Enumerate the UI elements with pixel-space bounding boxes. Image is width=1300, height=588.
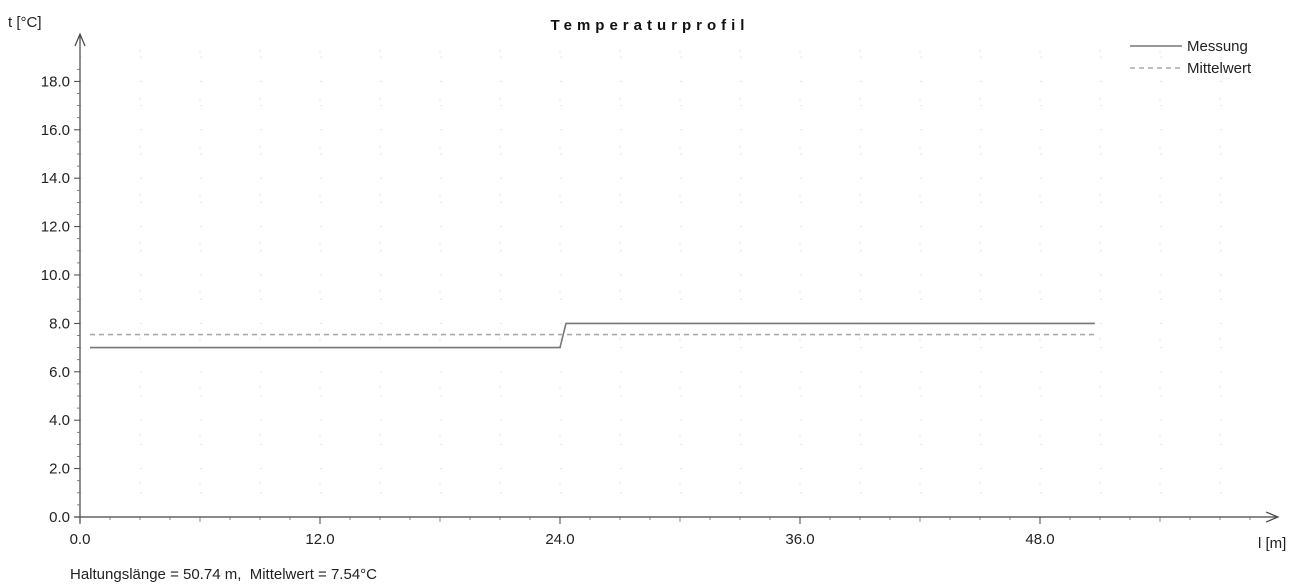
y-tick-label: 8.0 <box>49 315 70 332</box>
y-axis-arrow <box>74 32 86 47</box>
y-tick-label: 10.0 <box>41 267 70 284</box>
legend-label-mittelwert: Mittelwert <box>1187 60 1252 77</box>
chart-series <box>90 322 1095 349</box>
x-tick-label: 12.0 <box>305 531 334 548</box>
chart-title: Temperaturprofil <box>551 17 750 34</box>
y-tick-label: 0.0 <box>49 509 70 526</box>
x-tick-label: 0.0 <box>70 531 91 548</box>
y-tick-label: 12.0 <box>41 219 70 236</box>
x-tick-label: 48.0 <box>1025 531 1054 548</box>
chart-footer-summary: Haltungslänge = 50.74 m, Mittelwert = 7.… <box>70 566 377 583</box>
y-tick-label: 4.0 <box>49 412 70 429</box>
x-axis-arrow <box>1265 511 1280 523</box>
chart-ticks: 0.0 2.0 4.0 6.0 8.0 10.0 12.0 14.0 16.0 18.0 0.0 12… <box>41 68 1251 548</box>
chart-grid <box>80 50 1272 517</box>
y-axis-label: t [°C] <box>8 14 42 31</box>
x-axis-label: l [m] <box>1258 535 1286 552</box>
y-tick-label: 14.0 <box>41 170 70 187</box>
series-line-messung <box>90 322 1095 349</box>
chart-axes <box>74 32 1280 523</box>
y-tick-label: 18.0 <box>41 73 70 90</box>
x-tick-label: 24.0 <box>545 531 574 548</box>
chart-legend: Messung Mittelwert <box>1130 38 1252 77</box>
x-tick-label: 36.0 <box>785 531 814 548</box>
legend-label-messung: Messung <box>1187 38 1248 55</box>
y-tick-label: 2.0 <box>49 461 70 478</box>
y-tick-label: 16.0 <box>41 122 70 139</box>
y-tick-label: 6.0 <box>49 364 70 381</box>
